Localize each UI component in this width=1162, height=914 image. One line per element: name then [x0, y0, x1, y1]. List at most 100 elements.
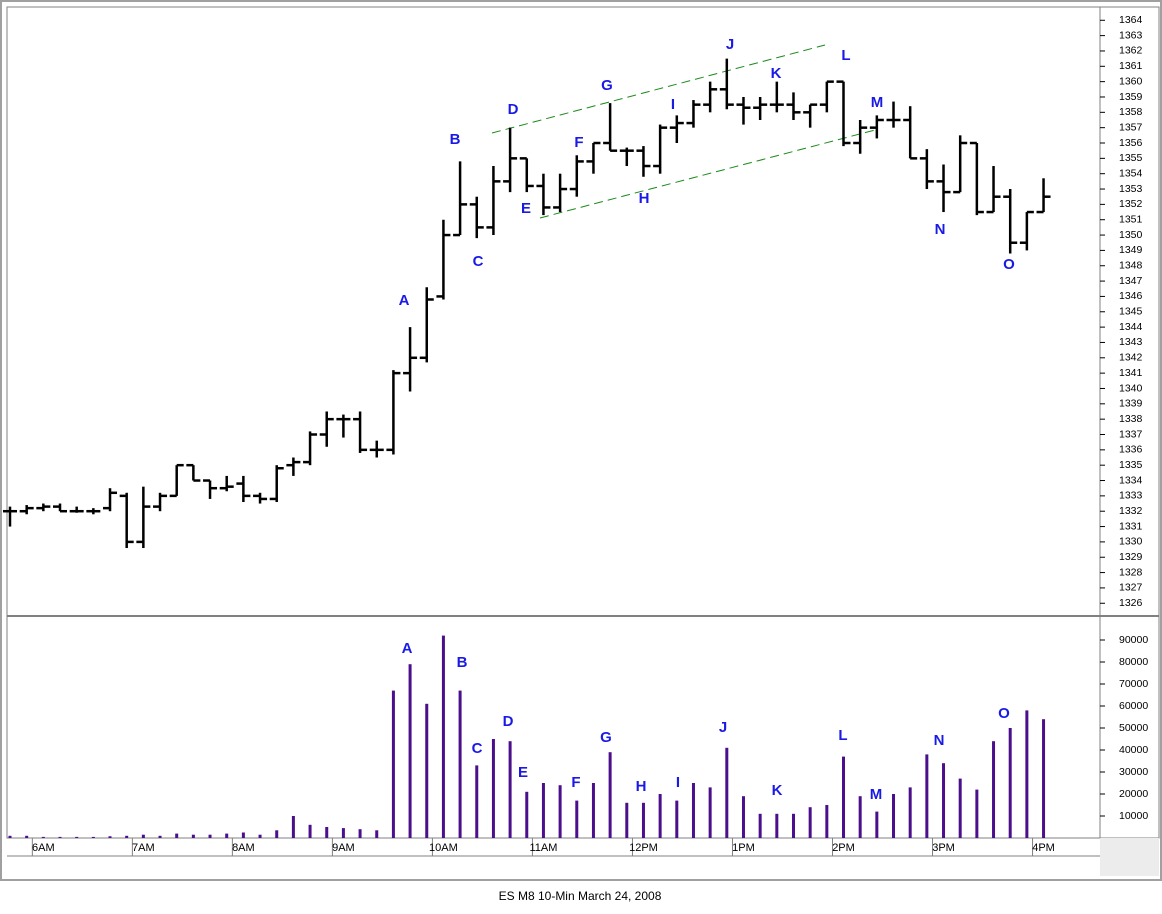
annotation: A [399, 292, 410, 309]
y-tick-label: 60000 [1119, 700, 1148, 712]
volume-bar [358, 829, 362, 838]
y-tick-label: 1355 [1119, 152, 1143, 164]
volume-bar [475, 765, 479, 838]
annotation: B [457, 654, 468, 671]
y-tick-label: 1363 [1119, 29, 1143, 41]
y-tick-label: 1352 [1119, 198, 1143, 210]
x-tick-label: 11AM [529, 842, 557, 854]
annotation: G [601, 77, 613, 94]
annotation: J [719, 719, 727, 736]
volume-bar [325, 827, 329, 838]
volume-bar [141, 834, 145, 838]
volume-bar [208, 834, 212, 838]
volume-bar [425, 703, 429, 838]
volume-bar [675, 800, 679, 838]
annotation: D [508, 101, 519, 118]
channel-line [491, 44, 826, 134]
volume-bar [608, 752, 612, 838]
volume-bar [725, 747, 729, 838]
annotation: H [636, 778, 647, 795]
y-tick-label: 40000 [1119, 744, 1148, 756]
volume-bar [241, 832, 245, 838]
annotation: O [1003, 256, 1015, 273]
y-tick-label: 1350 [1119, 229, 1143, 241]
y-tick-label: 1357 [1119, 121, 1143, 133]
y-tick-label: 1351 [1119, 213, 1143, 225]
y-tick-label: 1362 [1119, 45, 1143, 57]
annotation: A [402, 640, 413, 657]
annotation: K [771, 65, 782, 82]
x-tick-label: 2PM [832, 842, 855, 854]
annotation: E [518, 764, 528, 781]
y-tick-label: 80000 [1119, 656, 1148, 668]
y-tick-label: 1334 [1119, 474, 1143, 486]
volume-bar [58, 836, 62, 838]
y-tick-label: 10000 [1119, 810, 1148, 822]
volume-bar [25, 835, 29, 838]
volume-bar [925, 754, 929, 838]
corner [1100, 838, 1159, 876]
volume-bar [591, 783, 595, 838]
volume-bar [958, 778, 962, 838]
volume-bar [391, 690, 395, 838]
y-tick-label: 20000 [1119, 788, 1148, 800]
y-tick-label: 1329 [1119, 551, 1143, 563]
y-tick-label: 70000 [1119, 678, 1148, 690]
annotation: M [870, 786, 883, 803]
volume-bar [541, 783, 545, 838]
x-tick-label: 10AM [429, 842, 458, 854]
y-tick-label: 1359 [1119, 91, 1143, 103]
volume-bar [641, 802, 645, 838]
y-tick-label: 1345 [1119, 306, 1143, 318]
annotation: B [450, 131, 461, 148]
annotation: D [503, 713, 514, 730]
annotation: H [639, 190, 650, 207]
volume-bar [1008, 728, 1012, 838]
volume-bar [91, 836, 95, 838]
annotation: F [571, 774, 580, 791]
x-tick-label: 6AM [32, 842, 55, 854]
volume-bar [225, 833, 229, 838]
volume-bar [658, 794, 662, 838]
y-tick-label: 1342 [1119, 352, 1143, 364]
y-tick-label: 1358 [1119, 106, 1143, 118]
y-tick-label: 1343 [1119, 336, 1143, 348]
volume-bar [341, 828, 345, 838]
volume-bar [892, 794, 896, 838]
volume-bar [291, 816, 295, 838]
annotation: N [935, 221, 946, 238]
y-tick-label: 1328 [1119, 566, 1143, 578]
y-tick-label: 1333 [1119, 490, 1143, 502]
volume-bar [525, 791, 529, 838]
y-tick-label: 1347 [1119, 275, 1143, 287]
annotation: G [600, 729, 612, 746]
y-tick-label: 1335 [1119, 459, 1143, 471]
annotation: F [574, 134, 583, 151]
annotation: E [521, 200, 531, 217]
annotation: L [841, 47, 850, 64]
x-tick-label: 7AM [132, 842, 155, 854]
volume-bar [125, 835, 129, 838]
channel-line [539, 129, 876, 219]
volume-bar [41, 836, 45, 838]
y-tick-label: 1344 [1119, 321, 1143, 333]
annotation: O [998, 705, 1010, 722]
x-tick-label: 12PM [629, 842, 658, 854]
y-tick-label: 1327 [1119, 582, 1143, 594]
y-tick-label: 1356 [1119, 137, 1143, 149]
y-tick-label: 1353 [1119, 183, 1143, 195]
volume-bar [625, 802, 629, 838]
volume-bar [992, 741, 996, 838]
volume-bar [575, 800, 579, 838]
y-tick-label: 1340 [1119, 382, 1143, 394]
volume-bar [1042, 719, 1046, 838]
volume-bar [758, 813, 762, 838]
outer-frame [0, 0, 1162, 881]
x-tick-label: 8AM [232, 842, 255, 854]
volume-bar [458, 690, 462, 838]
volume-bar [75, 836, 79, 838]
volume-bar [1025, 710, 1029, 838]
y-tick-label: 1331 [1119, 520, 1143, 532]
volume-bar [741, 796, 745, 838]
